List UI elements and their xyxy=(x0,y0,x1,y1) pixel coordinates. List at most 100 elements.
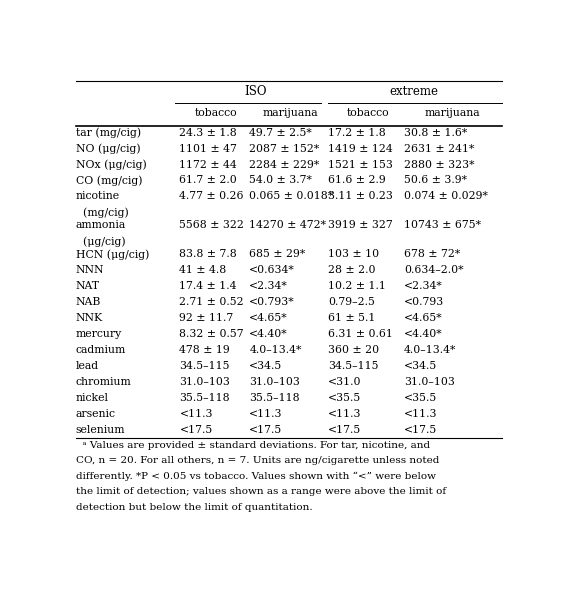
Text: 1419 ± 124: 1419 ± 124 xyxy=(328,143,392,154)
Text: 2087 ± 152*: 2087 ± 152* xyxy=(249,143,320,154)
Text: NNN: NNN xyxy=(75,265,104,275)
Text: 0.065 ± 0.018*: 0.065 ± 0.018* xyxy=(249,192,333,201)
Text: nicotine: nicotine xyxy=(75,192,120,201)
Text: NNK: NNK xyxy=(75,313,103,323)
Text: 61 ± 5.1: 61 ± 5.1 xyxy=(328,313,375,323)
Text: 61.7 ± 2.0: 61.7 ± 2.0 xyxy=(180,176,237,185)
Text: <17.5: <17.5 xyxy=(328,424,361,435)
Text: 17.2 ± 1.8: 17.2 ± 1.8 xyxy=(328,128,386,138)
Text: CO, n = 20. For all others, n = 7. Units are ng/cigarette unless noted: CO, n = 20. For all others, n = 7. Units… xyxy=(75,457,439,465)
Text: 34.5–115: 34.5–115 xyxy=(180,361,230,371)
Text: 10.2 ± 1.1: 10.2 ± 1.1 xyxy=(328,282,386,291)
Text: 41 ± 4.8: 41 ± 4.8 xyxy=(180,265,227,275)
Text: 1521 ± 153: 1521 ± 153 xyxy=(328,159,392,170)
Text: 28 ± 2.0: 28 ± 2.0 xyxy=(328,265,376,275)
Text: 30.8 ± 1.6*: 30.8 ± 1.6* xyxy=(404,128,467,138)
Text: 6.31 ± 0.61: 6.31 ± 0.61 xyxy=(328,329,392,339)
Text: <11.3: <11.3 xyxy=(328,409,361,419)
Text: marijuana: marijuana xyxy=(263,108,319,118)
Text: <0.793*: <0.793* xyxy=(249,297,295,307)
Text: nickel: nickel xyxy=(75,393,109,402)
Text: the limit of detection; values shown as a range were above the limit of: the limit of detection; values shown as … xyxy=(75,487,446,496)
Text: <11.3: <11.3 xyxy=(180,409,213,419)
Text: CO (mg/cig): CO (mg/cig) xyxy=(75,176,142,186)
Text: <11.3: <11.3 xyxy=(404,409,437,419)
Text: 1101 ± 47: 1101 ± 47 xyxy=(180,143,238,154)
Text: 4.0–13.4*: 4.0–13.4* xyxy=(404,345,457,355)
Text: <4.40*: <4.40* xyxy=(249,329,288,339)
Text: 478 ± 19: 478 ± 19 xyxy=(180,345,230,355)
Text: (mg/cig): (mg/cig) xyxy=(75,207,128,218)
Text: <17.5: <17.5 xyxy=(404,424,437,435)
Text: NO (μg/cig): NO (μg/cig) xyxy=(75,143,140,154)
Text: 2.71 ± 0.52: 2.71 ± 0.52 xyxy=(180,297,244,307)
Text: 61.6 ± 2.9: 61.6 ± 2.9 xyxy=(328,176,386,185)
Text: detection but below the limit of quantitation.: detection but below the limit of quantit… xyxy=(75,503,312,512)
Text: <17.5: <17.5 xyxy=(180,424,213,435)
Text: 49.7 ± 2.5*: 49.7 ± 2.5* xyxy=(249,128,312,138)
Text: tobacco: tobacco xyxy=(195,108,238,118)
Text: chromium: chromium xyxy=(75,377,131,387)
Text: 34.5–115: 34.5–115 xyxy=(328,361,378,371)
Text: 31.0–103: 31.0–103 xyxy=(404,377,455,387)
Text: differently. *P < 0.05 vs tobacco. Values shown with “<” were below: differently. *P < 0.05 vs tobacco. Value… xyxy=(75,472,436,481)
Text: tobacco: tobacco xyxy=(347,108,390,118)
Text: 17.4 ± 1.4: 17.4 ± 1.4 xyxy=(180,282,237,291)
Text: 4.0–13.4*: 4.0–13.4* xyxy=(249,345,302,355)
Text: <34.5: <34.5 xyxy=(249,361,283,371)
Text: selenium: selenium xyxy=(75,424,125,435)
Text: <0.793: <0.793 xyxy=(404,297,444,307)
Text: 4.77 ± 0.26: 4.77 ± 0.26 xyxy=(180,192,244,201)
Text: <34.5: <34.5 xyxy=(404,361,437,371)
Text: <4.65*: <4.65* xyxy=(249,313,288,323)
Text: <4.40*: <4.40* xyxy=(404,329,443,339)
Text: 2631 ± 241*: 2631 ± 241* xyxy=(404,143,475,154)
Text: 3919 ± 327: 3919 ± 327 xyxy=(328,221,392,230)
Text: 2284 ± 229*: 2284 ± 229* xyxy=(249,159,320,170)
Text: HCN (μg/cig): HCN (μg/cig) xyxy=(75,249,149,260)
Text: 83.8 ± 7.8: 83.8 ± 7.8 xyxy=(180,249,237,260)
Text: 31.0–103: 31.0–103 xyxy=(249,377,300,387)
Text: 0.074 ± 0.029*: 0.074 ± 0.029* xyxy=(404,192,488,201)
Text: 0.79–2.5: 0.79–2.5 xyxy=(328,297,375,307)
Text: <2.34*: <2.34* xyxy=(249,282,288,291)
Text: <2.34*: <2.34* xyxy=(404,282,443,291)
Text: arsenic: arsenic xyxy=(75,409,115,419)
Text: <31.0: <31.0 xyxy=(328,377,361,387)
Text: ᵃ Values are provided ± standard deviations. For tar, nicotine, and: ᵃ Values are provided ± standard deviati… xyxy=(75,441,430,450)
Text: 678 ± 72*: 678 ± 72* xyxy=(404,249,461,260)
Text: 1172 ± 44: 1172 ± 44 xyxy=(180,159,237,170)
Text: 24.3 ± 1.8: 24.3 ± 1.8 xyxy=(180,128,237,138)
Text: <35.5: <35.5 xyxy=(328,393,361,402)
Text: 54.0 ± 3.7*: 54.0 ± 3.7* xyxy=(249,176,312,185)
Text: 10743 ± 675*: 10743 ± 675* xyxy=(404,221,481,230)
Text: 31.0–103: 31.0–103 xyxy=(180,377,230,387)
Text: <35.5: <35.5 xyxy=(404,393,437,402)
Text: NAB: NAB xyxy=(75,297,101,307)
Text: extreme: extreme xyxy=(390,85,439,98)
Text: NOx (μg/cig): NOx (μg/cig) xyxy=(75,159,146,170)
Text: lead: lead xyxy=(75,361,99,371)
Text: 360 ± 20: 360 ± 20 xyxy=(328,345,379,355)
Text: 685 ± 29*: 685 ± 29* xyxy=(249,249,306,260)
Text: marijuana: marijuana xyxy=(425,108,480,118)
Text: 14270 ± 472*: 14270 ± 472* xyxy=(249,221,327,230)
Text: NAT: NAT xyxy=(75,282,100,291)
Text: 5568 ± 322: 5568 ± 322 xyxy=(180,221,244,230)
Text: mercury: mercury xyxy=(75,329,122,339)
Text: 2880 ± 323*: 2880 ± 323* xyxy=(404,159,475,170)
Text: 35.5–118: 35.5–118 xyxy=(180,393,230,402)
Text: ammonia: ammonia xyxy=(75,221,126,230)
Text: ISO: ISO xyxy=(244,85,267,98)
Text: tar (mg/cig): tar (mg/cig) xyxy=(75,128,141,138)
Text: cadmium: cadmium xyxy=(75,345,126,355)
Text: (μg/cig): (μg/cig) xyxy=(75,237,125,247)
Text: <17.5: <17.5 xyxy=(249,424,283,435)
Text: 103 ± 10: 103 ± 10 xyxy=(328,249,379,260)
Text: <4.65*: <4.65* xyxy=(404,313,443,323)
Text: 50.6 ± 3.9*: 50.6 ± 3.9* xyxy=(404,176,467,185)
Text: 8.32 ± 0.57: 8.32 ± 0.57 xyxy=(180,329,244,339)
Text: 35.5–118: 35.5–118 xyxy=(249,393,300,402)
Text: 0.634–2.0*: 0.634–2.0* xyxy=(404,265,464,275)
Text: 3.11 ± 0.23: 3.11 ± 0.23 xyxy=(328,192,392,201)
